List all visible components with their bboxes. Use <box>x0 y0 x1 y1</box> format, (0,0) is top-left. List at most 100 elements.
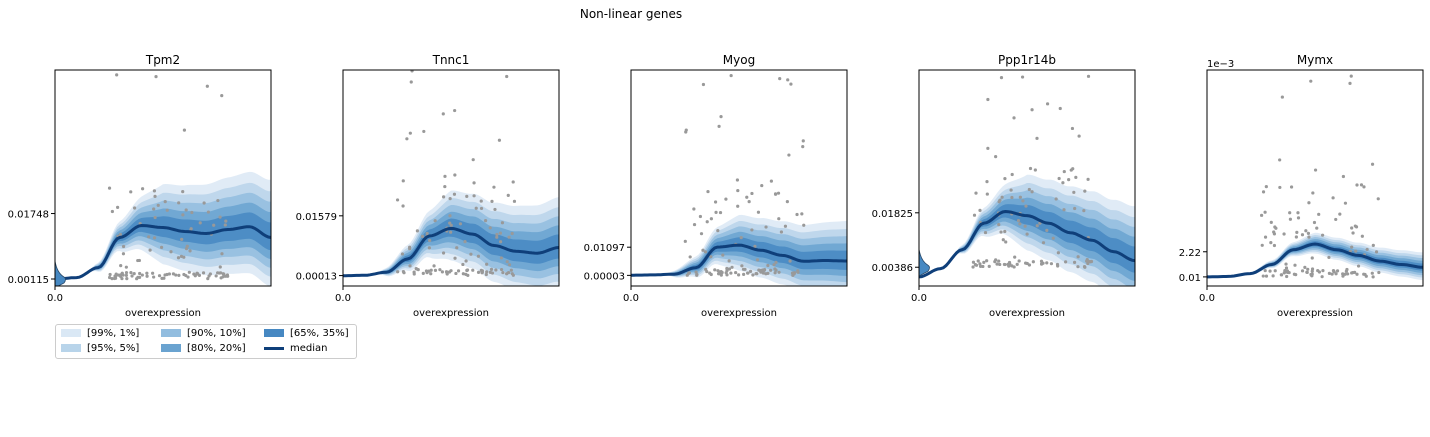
scatter-point <box>224 219 228 223</box>
scatter-point <box>1035 136 1039 140</box>
axes-frame <box>630 69 848 287</box>
y-tick-label: 0.00115 <box>8 275 49 286</box>
scatter-point <box>729 73 733 78</box>
scatter-point <box>1030 190 1034 194</box>
axes-frame <box>54 69 272 287</box>
scatter-point <box>701 248 705 252</box>
scatter-point <box>995 262 999 266</box>
scatter-point <box>796 269 800 273</box>
scatter-point <box>165 208 169 212</box>
y-tick-label: 0.01097 <box>584 243 625 254</box>
scatter-point <box>1010 195 1014 200</box>
scatter-point <box>220 252 224 256</box>
scatter-point <box>1334 217 1338 222</box>
scatter-point <box>1307 201 1311 205</box>
scatter-point <box>1062 208 1066 212</box>
scatter-point <box>1061 181 1065 185</box>
scatter-point <box>721 253 725 257</box>
scatter-point <box>1072 260 1077 264</box>
scatter-point <box>185 244 189 248</box>
scatter-point <box>1284 262 1288 266</box>
scatter-point <box>1312 220 1317 225</box>
scatter-point <box>489 267 494 271</box>
scatter-point <box>159 245 164 250</box>
scatter-point <box>429 272 433 276</box>
band-95-5 <box>1207 235 1423 278</box>
scatter-point <box>202 201 206 205</box>
scatter-point <box>727 267 732 271</box>
scatter-point <box>140 273 144 277</box>
scatter-point <box>720 270 724 275</box>
scatter-point <box>785 200 789 204</box>
scatter-point <box>985 259 989 263</box>
scatter-point <box>684 128 688 132</box>
scatter-point <box>1370 162 1375 166</box>
scatter-points <box>395 70 517 277</box>
axes-frame <box>1206 69 1424 287</box>
scatter-point <box>1335 269 1340 273</box>
scatter-point <box>440 270 444 274</box>
scatter-point <box>1273 225 1277 229</box>
scatter-point <box>999 76 1004 80</box>
scatter-point <box>1085 259 1089 263</box>
scatter-point <box>1264 274 1269 278</box>
scatter-point <box>490 199 494 203</box>
scatter-point <box>1012 116 1016 120</box>
scatter-point <box>1296 216 1301 220</box>
y-tick-label: 0.01825 <box>872 209 913 220</box>
scatter-point <box>801 139 805 143</box>
scatter-point <box>401 179 405 183</box>
subplot-title: Tpm2 <box>145 53 180 67</box>
scatter-point <box>1045 228 1049 232</box>
scatter-point <box>471 158 475 162</box>
scatter-point <box>1306 267 1310 271</box>
scatter-point <box>112 276 117 281</box>
scatter-point <box>698 214 703 219</box>
scatter-point <box>1071 167 1075 171</box>
scatter-point <box>1033 168 1037 172</box>
legend-item-99-1: [99%, 1%] <box>61 327 139 341</box>
scatter-point <box>981 264 985 269</box>
scatter-point <box>510 272 514 276</box>
scatter-point <box>1073 206 1077 211</box>
scatter-point <box>414 267 419 271</box>
scatter-point <box>121 244 126 249</box>
scatter-point <box>197 273 202 277</box>
median-line <box>631 243 847 277</box>
legend-label-90-10: [90%, 10%] <box>187 328 246 339</box>
scatter-point <box>787 153 791 157</box>
scatter-point <box>145 271 149 275</box>
scatter-point <box>115 73 119 77</box>
scatter-point <box>704 267 708 271</box>
scatter-point <box>216 198 220 203</box>
scatter-point <box>779 230 784 234</box>
legend-item-median: median <box>264 342 328 356</box>
scatter-point <box>740 264 744 268</box>
y-tick-label: 2.22 <box>1179 248 1201 259</box>
scatter-point <box>802 223 806 227</box>
scatter-point <box>1072 190 1076 194</box>
scatter-point <box>1077 134 1081 138</box>
scatter-point <box>1018 195 1022 199</box>
subplot-title: Myog <box>723 53 755 67</box>
x-tick-label: 0.0 <box>911 293 927 304</box>
scatter-point <box>713 268 717 272</box>
axes-frame <box>918 69 1136 287</box>
scatter-point <box>1310 267 1315 271</box>
scatter-point <box>1353 270 1357 275</box>
scatter-point <box>443 174 447 178</box>
band-80-20 <box>919 197 1135 282</box>
scatter-point <box>488 270 493 274</box>
scatter-point <box>124 265 128 269</box>
scatter-point <box>433 268 438 272</box>
scatter-point <box>1310 256 1314 260</box>
scatter-point <box>1030 108 1034 112</box>
scatter-point <box>157 274 162 278</box>
scatter-point <box>132 206 137 210</box>
scatter-point <box>692 207 696 211</box>
band-80-20 <box>343 211 559 276</box>
scatter-point <box>1282 271 1286 275</box>
scatter-point <box>121 252 126 256</box>
scatter-point <box>465 194 469 198</box>
scatter-point <box>156 203 160 207</box>
